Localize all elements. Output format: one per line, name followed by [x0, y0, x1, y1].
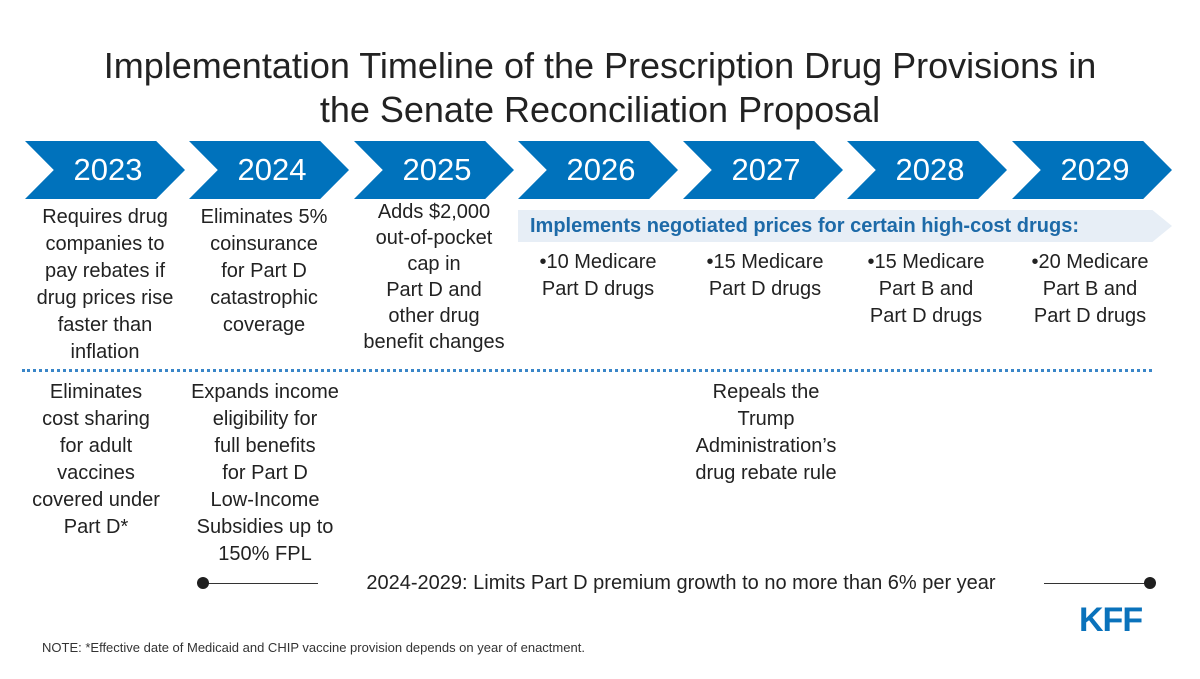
- line: benefit changes: [363, 331, 505, 353]
- line: cost sharing: [42, 408, 150, 430]
- line: Part D drugs: [1033, 305, 1147, 327]
- premium-line-left: [203, 583, 321, 584]
- line: Trump: [737, 408, 795, 430]
- line: drug prices rise: [36, 287, 174, 309]
- premium-limit-text: 2024-2029: Limits Part D premium growth …: [318, 569, 1044, 597]
- premium-end-dot: [1144, 577, 1156, 589]
- line: Expands income: [191, 381, 339, 403]
- year-2024-chevron: 2024: [189, 141, 349, 199]
- provision-2024-lis: Expands income eligibility for full bene…: [176, 379, 354, 568]
- line: pay rebates if: [44, 260, 166, 282]
- line: coinsurance: [210, 233, 318, 255]
- line: Part B and: [1042, 278, 1138, 300]
- line: Subsidies up to: [196, 516, 334, 538]
- line: Part D drugs: [541, 278, 655, 300]
- line: out-of-pocket: [375, 227, 493, 249]
- line: catastrophic: [210, 287, 318, 309]
- chart-title: Implementation Timeline of the Prescript…: [0, 44, 1200, 132]
- line: companies to: [45, 233, 165, 255]
- line: for Part D: [222, 462, 308, 484]
- line: for Part D: [221, 260, 307, 282]
- negotiated-prices-banner: Implements negotiated prices for certain…: [518, 210, 1172, 242]
- line: Part B and: [878, 278, 974, 300]
- line: •15 Medicare: [706, 251, 824, 273]
- provision-2027-rebate-rule: Repeals the Trump Administration’s drug …: [672, 379, 860, 487]
- year-2028-chevron: 2028: [847, 141, 1007, 199]
- line: Part D*: [63, 516, 129, 538]
- line: Eliminates: [49, 381, 143, 403]
- line: for adult: [59, 435, 133, 457]
- premium-start-dot: [197, 577, 209, 589]
- line: drug rebate rule: [695, 462, 837, 484]
- line: cap in: [407, 253, 461, 275]
- title-line-2: the Senate Reconciliation Proposal: [319, 89, 881, 130]
- line: Eliminates 5%: [200, 206, 328, 228]
- year-2029-chevron: 2029: [1012, 141, 1172, 199]
- title-line-1: Implementation Timeline of the Prescript…: [103, 45, 1097, 86]
- line: 150% FPL: [218, 543, 312, 565]
- line: Repeals the: [712, 381, 820, 403]
- line: Part D drugs: [708, 278, 822, 300]
- provision-2023-rebates: Requires drug companies to pay rebates i…: [15, 204, 195, 366]
- line: full benefits: [214, 435, 316, 457]
- negotiation-2027: •15 Medicare Part D drugs: [684, 249, 846, 303]
- line: coverage: [222, 314, 306, 336]
- line: •20 Medicare: [1031, 251, 1149, 273]
- year-2027-chevron: 2027: [683, 141, 843, 199]
- line: eligibility for: [212, 408, 318, 430]
- negotiation-2029: •20 Medicare Part B and Part D drugs: [1010, 249, 1170, 330]
- line: faster than: [57, 314, 153, 336]
- year-2023-chevron: 2023: [25, 141, 185, 199]
- line: Requires drug: [42, 206, 168, 228]
- line: Part D and: [386, 279, 482, 301]
- line: covered under: [32, 489, 160, 511]
- year-2025-chevron: 2025: [354, 141, 514, 199]
- provision-2023-vaccines: Eliminates cost sharing for adult vaccin…: [15, 379, 177, 541]
- line: Administration’s: [695, 435, 837, 457]
- premium-line-right: [1040, 583, 1150, 584]
- provision-2025-oop-cap: Adds $2,000 out-of-pocket cap in Part D …: [346, 199, 522, 355]
- line: Part D drugs: [869, 305, 983, 327]
- year-2026-chevron: 2026: [518, 141, 678, 199]
- line: Low-Income: [210, 489, 320, 511]
- kff-logo: KFF: [1079, 601, 1143, 639]
- line: inflation: [70, 341, 140, 363]
- line: vaccines: [57, 462, 135, 484]
- footnote: NOTE: *Effective date of Medicaid and CH…: [42, 640, 585, 655]
- provision-2024-coinsurance: Eliminates 5% coinsurance for Part D cat…: [183, 204, 345, 339]
- negotiation-2028: •15 Medicare Part B and Part D drugs: [846, 249, 1006, 330]
- line: •15 Medicare: [867, 251, 985, 273]
- line: Adds $2,000: [377, 201, 491, 223]
- line: •10 Medicare: [539, 251, 657, 273]
- line: other drug: [388, 305, 480, 327]
- negotiation-2026: •10 Medicare Part D drugs: [518, 249, 678, 303]
- dotted-divider: [22, 369, 1152, 372]
